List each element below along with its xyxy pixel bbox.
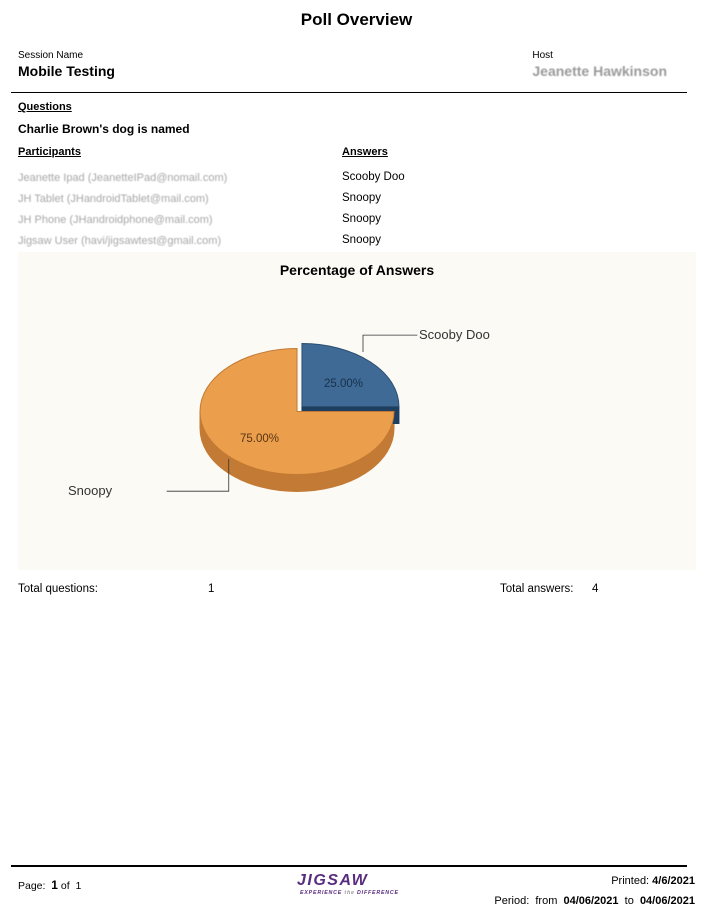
- svg-text:JIGSAW: JIGSAW: [297, 872, 369, 889]
- svg-text:Snoopy: Snoopy: [68, 483, 113, 498]
- svg-text:25.00%: 25.00%: [324, 378, 363, 390]
- svg-text:Scooby Doo: Scooby Doo: [419, 327, 490, 342]
- svg-text:EXPERIENCE the DIFFERENCE: EXPERIENCE the DIFFERENCE: [300, 890, 399, 896]
- svg-text:75.00%: 75.00%: [240, 433, 279, 445]
